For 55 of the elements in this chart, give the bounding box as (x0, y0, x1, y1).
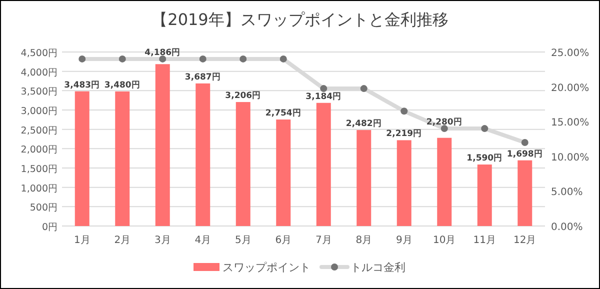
y-tick-label: 2,500円 (20, 125, 58, 136)
data-label: 1,698円 (506, 148, 543, 160)
data-label: 4,186円 (144, 46, 181, 58)
y2-tick-label: 10.00% (551, 152, 590, 164)
bar (74, 91, 90, 226)
y2-tick-label: 0.00% (551, 222, 583, 233)
legend-label: スワップポイント (222, 261, 310, 274)
y-tick-label: 4,000円 (20, 67, 58, 78)
bar (115, 91, 130, 226)
y2-tick-label: 25.00% (551, 48, 590, 59)
data-label: 3,206円 (225, 90, 262, 102)
bar (396, 140, 412, 226)
legend-label: トルコ金利 (350, 261, 406, 274)
y-tick-label: 1,000円 (20, 183, 58, 194)
y-tick-label: 3,500円 (20, 86, 58, 98)
chart-title: 【2019年】スワップポイントと金利推移 (152, 10, 448, 29)
data-label: 3,687円 (184, 71, 221, 82)
bar (196, 83, 210, 226)
bar (437, 138, 452, 226)
data-label: 2,754円 (265, 108, 302, 119)
x-tick-label: 4月 (194, 235, 212, 246)
bar (356, 130, 372, 226)
x-tick-label: 8月 (356, 235, 372, 246)
data-label: 1,590円 (466, 152, 503, 164)
bar (316, 102, 331, 226)
x-tick-label: 10月 (433, 235, 456, 246)
data-label: 3,480円 (104, 79, 140, 90)
x-tick-label: 1月 (74, 235, 90, 246)
bar (236, 102, 250, 226)
data-label: 2,482円 (346, 118, 382, 130)
bar (155, 64, 170, 226)
x-tick-label: 7月 (315, 235, 332, 246)
x-tick-label: 11月 (473, 235, 496, 246)
x-tick-label: 12月 (514, 235, 536, 246)
y-tick-label: 1,500円 (20, 164, 58, 175)
data-label: 2,219円 (386, 128, 422, 140)
x-tick-label: 5月 (234, 235, 252, 246)
x-tick-label: 6月 (275, 235, 292, 246)
x-tick-label: 3月 (154, 235, 171, 246)
y-tick-label: 500円 (30, 202, 58, 214)
bar (518, 160, 532, 226)
y2-tick-label: 15.00% (551, 118, 590, 129)
y-tick-label: 4,500円 (20, 48, 58, 59)
y2-tick-label: 20.00% (551, 82, 590, 94)
y-tick-label: 0円 (42, 222, 58, 233)
bar (477, 164, 492, 226)
y2-tick-label: 5.00% (551, 187, 583, 198)
data-label: 3,184円 (306, 90, 342, 102)
bar (276, 120, 291, 226)
x-tick-label: 9月 (396, 235, 412, 246)
y-tick-label: 2,000円 (20, 144, 58, 156)
x-tick-label: 2月 (114, 235, 131, 246)
data-label: 2,280円 (426, 116, 462, 128)
y-tick-label: 3,000円 (20, 106, 58, 117)
data-label: 3,483円 (64, 79, 100, 90)
